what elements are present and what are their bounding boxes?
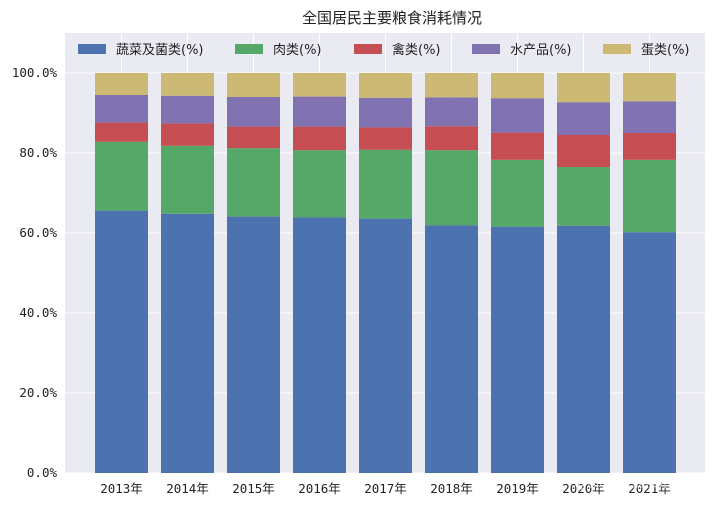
bar-segment	[491, 159, 544, 227]
x-tick-label: 2018年	[430, 481, 473, 496]
bar-segment	[227, 216, 280, 473]
bar-segment	[161, 95, 214, 124]
bar-segment	[161, 145, 214, 214]
bar-segment	[425, 126, 478, 151]
bar-segment	[491, 132, 544, 160]
bar-segment	[161, 73, 214, 96]
legend-label: 蔬菜及菌类(%)	[116, 43, 204, 58]
legend-swatch	[472, 44, 500, 54]
bars-group	[95, 73, 676, 474]
x-tick-label: 2019年	[496, 481, 539, 496]
legend-label: 禽类(%)	[392, 42, 441, 58]
y-tick-label: 100.0%	[12, 65, 58, 80]
bar-segment	[425, 97, 478, 127]
bar-segment	[491, 98, 544, 133]
bar-segment	[161, 213, 214, 474]
bar-segment	[293, 217, 346, 473]
x-tick-label: 2013年	[100, 481, 143, 496]
legend-swatch	[354, 44, 382, 54]
legend-label: 蛋类(%)	[641, 43, 690, 58]
chart-title: 全国居民主要粮食消耗情况	[302, 9, 482, 27]
watermark: @稀土掘金技术社区	[574, 475, 700, 491]
bar-segment	[491, 73, 544, 99]
bar-segment	[359, 97, 412, 128]
bar-segment	[359, 218, 412, 473]
bar-segment	[491, 226, 544, 473]
x-tick-label: 2021年	[628, 481, 671, 496]
x-tick-label: 2015年	[232, 481, 275, 496]
bar-segment	[623, 101, 676, 133]
bar-segment	[425, 73, 478, 98]
bar-segment	[161, 123, 214, 146]
y-tick-label: 0.0%	[27, 465, 58, 480]
bar-segment	[95, 210, 148, 473]
y-tick-label: 20.0%	[19, 385, 57, 400]
x-axis-ticks: 2013年 2014年 2015年 2016年 2017年 2018年 2019年 2020年…	[100, 481, 671, 496]
y-axis-ticks: 0.0% 20.0% 40.0% 60.0% 80.0% 100.0%	[12, 65, 58, 480]
bar-segment	[557, 102, 610, 135]
bar-segment	[227, 97, 280, 127]
legend-label: 水产品(%)	[510, 43, 572, 58]
y-tick-label: 60.0%	[19, 225, 57, 240]
bar-segment	[425, 225, 478, 473]
bar-segment	[557, 167, 610, 226]
bar-segment	[95, 73, 148, 95]
bar-segment	[359, 127, 412, 150]
bar-segment	[557, 225, 610, 473]
legend-swatch	[235, 44, 263, 54]
bar-segment	[425, 150, 478, 226]
bar-segment	[557, 73, 610, 103]
bar-segment	[227, 126, 280, 149]
x-tick-label: 2017年	[364, 481, 407, 496]
legend-label: 肉类(%)	[273, 43, 322, 58]
legend-swatch	[78, 44, 106, 54]
bar-segment	[293, 150, 346, 218]
bar-segment	[623, 159, 676, 233]
bar-segment	[293, 73, 346, 97]
y-tick-label: 80.0%	[19, 145, 57, 160]
legend-swatch	[603, 44, 631, 54]
x-tick-label: 2016年	[298, 481, 341, 496]
legend: 蔬菜及菌类(%) 肉类(%) 禽类(%) 水产品(%) 蛋类(%)	[78, 42, 690, 58]
bar-segment	[359, 73, 412, 98]
bar-segment	[623, 133, 676, 160]
bar-segment	[623, 232, 676, 473]
bar-segment	[557, 135, 610, 167]
bar-segment	[227, 148, 280, 217]
bar-segment	[359, 149, 412, 219]
bar-segment	[293, 126, 346, 151]
y-tick-label: 40.0%	[19, 305, 57, 320]
bar-segment	[95, 141, 148, 211]
x-tick-label: 2020年	[562, 481, 605, 496]
bar-segment	[95, 122, 148, 142]
bar-segment	[293, 96, 346, 127]
x-tick-label: 2014年	[166, 481, 209, 496]
bar-segment	[95, 95, 148, 123]
bar-segment	[623, 73, 676, 102]
bar-segment	[227, 73, 280, 97]
